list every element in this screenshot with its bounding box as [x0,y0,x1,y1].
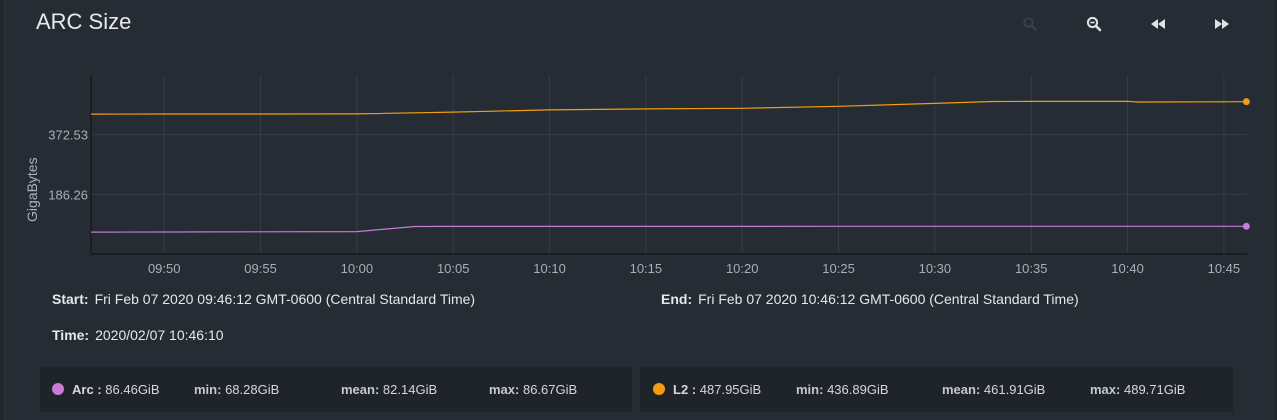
arc-color-dot [52,383,64,395]
legend-item-l2[interactable]: L2 : 487.95GiB min: 436.89GiB mean: 461.… [640,367,1233,412]
x-tick-label: 10:00 [341,261,374,276]
arc-max-label: max: [489,382,520,397]
time-info: Time: 2020/02/07 10:46:10 [52,327,224,343]
arc-min-label: min: [194,382,222,397]
time-label: Time: [52,327,90,343]
x-tick-label: 10:40 [1111,261,1144,276]
l2-max: 489.71GiB [1123,382,1186,397]
rewind-icon[interactable] [1144,12,1172,36]
arc-name: Arc [72,382,94,397]
series-line-arc [90,225,1247,233]
y-axis-label: GigaBytes [24,157,40,222]
arc-min: 68.28GiB [225,382,280,397]
x-tick-label: 10:35 [1015,261,1048,276]
arc-mean: 82.14GiB [382,382,438,397]
x-tick-label: 10:05 [437,261,470,276]
chart-toolbar [1016,12,1246,36]
x-tick-label: 10:15 [630,261,663,276]
x-tick-label: 10:20 [726,261,759,276]
l2-color-dot [653,383,665,395]
l2-name: L2 [673,382,689,397]
l2-current: 487.95GiB [699,382,762,397]
fast-forward-icon[interactable] [1208,12,1236,36]
arc-current: 86.46GiB [105,382,160,397]
end-value: Fri Feb 07 2020 10:46:12 GMT-0600 (Centr… [698,291,1079,307]
x-tick-label: 10:25 [822,261,855,276]
legend-item-arc[interactable]: Arc : 86.46GiB min: 68.28GiB mean: 82.14… [40,367,632,412]
x-tick-label: 10:45 [1208,261,1241,276]
y-tick-label: 372.53 [48,128,88,143]
series-endpoint-arc [1242,222,1250,230]
x-tick-label: 10:10 [533,261,566,276]
l2-min: 436.89GiB [827,382,889,397]
start-label: Start: [52,291,89,307]
arc-size-panel [4,0,1274,420]
series-line-l2 [90,100,1247,115]
end-info: End: Fri Feb 07 2020 10:46:12 GMT-0600 (C… [661,291,1079,307]
x-tick-label: 10:30 [919,261,952,276]
x-tick-label: 09:50 [148,261,181,276]
end-label: End: [661,291,693,307]
l2-min-label: min: [796,382,824,397]
magnifier-icon[interactable] [1016,12,1044,36]
arc-max: 86.67GiB [522,382,578,397]
y-tick-label: 186.26 [48,187,88,202]
chart-area: 09:50 09:55 10:00 10:05 10:10 10:15 10:20 10:25… [0,0,1277,285]
arc-mean-label: mean: [341,382,380,397]
x-tick-label: 09:55 [244,261,277,276]
time-value: 2020/02/07 10:46:10 [95,327,224,343]
chart-title: ARC Size [36,9,132,34]
l2-mean-label: mean: [942,382,981,397]
start-value: Fri Feb 07 2020 09:46:12 GMT-0600 (Centr… [94,291,476,307]
zoom-out-icon[interactable] [1080,12,1108,36]
start-info: Start: Fri Feb 07 2020 09:46:12 GMT-0600 … [52,291,475,307]
series-endpoint-l2 [1242,98,1250,106]
l2-max-label: max: [1090,382,1121,397]
line-chart[interactable]: 09:50 09:55 10:00 10:05 10:10 10:15 10:20 10:25… [0,0,1277,285]
l2-mean: 461.91GiB [983,382,1046,397]
